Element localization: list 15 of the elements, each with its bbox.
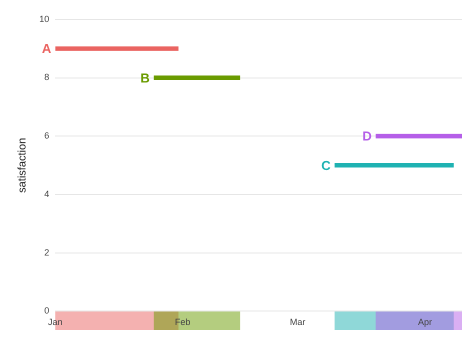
series-label: D xyxy=(362,128,372,144)
x-tick-label: Jan xyxy=(48,317,62,328)
x-tick-label: Mar xyxy=(290,317,306,328)
y-tick-label: 6 xyxy=(44,130,50,141)
y-tick-label: 0 xyxy=(44,306,50,316)
x-tick-label: Apr xyxy=(418,317,432,328)
series-label: B xyxy=(140,70,150,86)
y-tick-label: 2 xyxy=(44,247,50,258)
series-label: C xyxy=(321,158,332,173)
y-tick-label: 8 xyxy=(44,72,50,82)
y-tick-label: 10 xyxy=(39,14,50,24)
y-axis-title: satisfaction xyxy=(16,138,29,193)
series-label: A xyxy=(42,41,52,56)
x-tick-label: Feb xyxy=(174,317,190,328)
y-tick-label: 4 xyxy=(44,188,50,199)
